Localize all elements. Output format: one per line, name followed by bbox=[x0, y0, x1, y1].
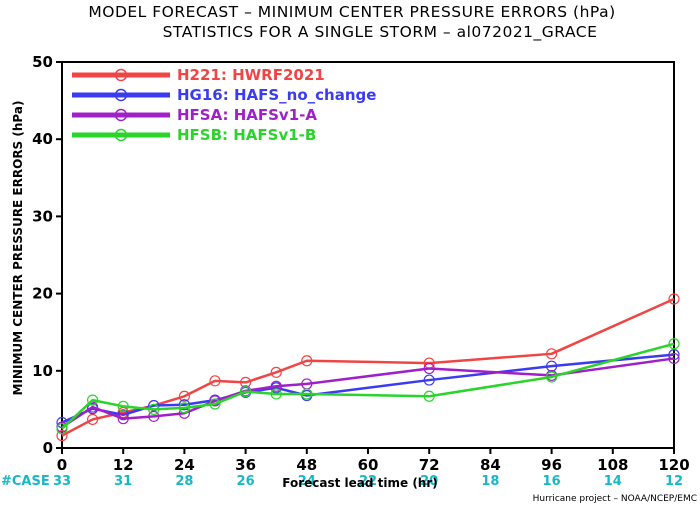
data-point bbox=[117, 413, 129, 425]
data-point bbox=[270, 388, 282, 400]
x-tick-label: 36 bbox=[235, 456, 256, 474]
case-count: 33 bbox=[53, 474, 71, 489]
y-tick-label: 0 bbox=[43, 439, 53, 457]
case-count: 20 bbox=[420, 474, 438, 489]
data-point bbox=[148, 410, 160, 422]
data-point bbox=[117, 400, 129, 412]
chart-title: MODEL FORECAST – MINIMUM CENTER PRESSURE… bbox=[88, 3, 615, 21]
y-tick-label: 30 bbox=[32, 207, 53, 225]
data-point bbox=[423, 362, 435, 375]
chart-subtitle: STATISTICS FOR A SINGLE STORM – al072021… bbox=[163, 23, 598, 42]
case-count: 18 bbox=[481, 474, 499, 489]
plot-axes: 0 10 20 30 40 50 0 12 24 36 48 60 72 84 96 108 120 bbox=[32, 53, 690, 474]
data-point bbox=[545, 360, 558, 372]
x-tick-label: 96 bbox=[541, 456, 562, 474]
x-tick-label: 108 bbox=[597, 456, 628, 474]
credit-text: Hurricane project – NOAA/NCEP/EMC bbox=[533, 494, 697, 504]
data-point bbox=[178, 402, 190, 414]
data-point bbox=[209, 398, 221, 410]
legend-marker bbox=[114, 108, 128, 122]
y-axis-label: MINIMUM CENTER PRESSURE ERRORS (hPa) bbox=[11, 101, 25, 396]
case-count: 12 bbox=[665, 474, 683, 489]
case-count: 31 bbox=[114, 474, 132, 489]
data-point bbox=[423, 390, 435, 402]
legend-marker bbox=[114, 68, 128, 82]
case-count: 16 bbox=[543, 474, 561, 489]
case-counts: #CASE 33 31 28 26 24 22 20 18 16 14 12 bbox=[1, 474, 683, 489]
series-3 bbox=[56, 338, 680, 435]
data-point bbox=[301, 355, 313, 367]
data-point bbox=[56, 423, 68, 435]
y-tick-label: 10 bbox=[32, 362, 53, 380]
data-point bbox=[86, 401, 99, 413]
data-point bbox=[209, 375, 221, 387]
x-tick-label: 0 bbox=[57, 456, 67, 474]
case-label: #CASE bbox=[1, 474, 50, 489]
x-tick-label: 120 bbox=[658, 456, 689, 474]
series-layer bbox=[56, 293, 680, 442]
data-point bbox=[86, 394, 99, 406]
y-tick-label: 50 bbox=[32, 53, 53, 71]
x-tick-label: 84 bbox=[480, 456, 501, 474]
series-line bbox=[61, 353, 675, 424]
data-point bbox=[56, 430, 68, 442]
series-2 bbox=[56, 352, 680, 433]
data-point bbox=[148, 403, 160, 415]
data-point bbox=[423, 374, 435, 386]
legend-marker bbox=[114, 88, 128, 102]
data-point bbox=[86, 413, 99, 426]
x-tick-label: 24 bbox=[174, 456, 195, 474]
data-point bbox=[270, 380, 282, 392]
legend-label: HFSA: HAFSv1-A bbox=[177, 106, 317, 124]
legend: H221: HWRF2021 HG16: HAFS_no_change HFSA: … bbox=[72, 66, 376, 144]
legend-label: HFSB: HAFSv1-B bbox=[177, 126, 316, 144]
plot-frame bbox=[61, 61, 675, 449]
case-count: 24 bbox=[298, 474, 316, 489]
legend-label: HG16: HAFS_no_change bbox=[177, 86, 376, 104]
case-count: 22 bbox=[359, 474, 377, 489]
legend-marker bbox=[114, 128, 128, 142]
data-point bbox=[178, 390, 190, 402]
x-tick-label: 60 bbox=[358, 456, 379, 474]
x-tick-label: 72 bbox=[419, 456, 440, 474]
y-tick-label: 20 bbox=[32, 285, 53, 303]
data-point bbox=[668, 338, 680, 350]
data-point bbox=[178, 399, 190, 411]
case-count: 14 bbox=[604, 474, 622, 489]
data-point bbox=[668, 352, 680, 365]
x-tick-label: 48 bbox=[296, 456, 317, 474]
data-point bbox=[545, 371, 558, 383]
x-tick-label: 12 bbox=[113, 456, 134, 474]
data-point bbox=[545, 348, 558, 360]
data-point bbox=[240, 386, 252, 398]
data-point bbox=[668, 293, 680, 305]
x-axis-label: Forecast lead time (hr) bbox=[282, 476, 438, 490]
case-count: 26 bbox=[237, 474, 255, 489]
y-tick-label: 40 bbox=[32, 130, 53, 148]
data-point bbox=[270, 366, 282, 378]
legend-label: H221: HWRF2021 bbox=[177, 66, 325, 84]
data-point bbox=[301, 388, 313, 400]
case-count: 28 bbox=[175, 474, 193, 489]
